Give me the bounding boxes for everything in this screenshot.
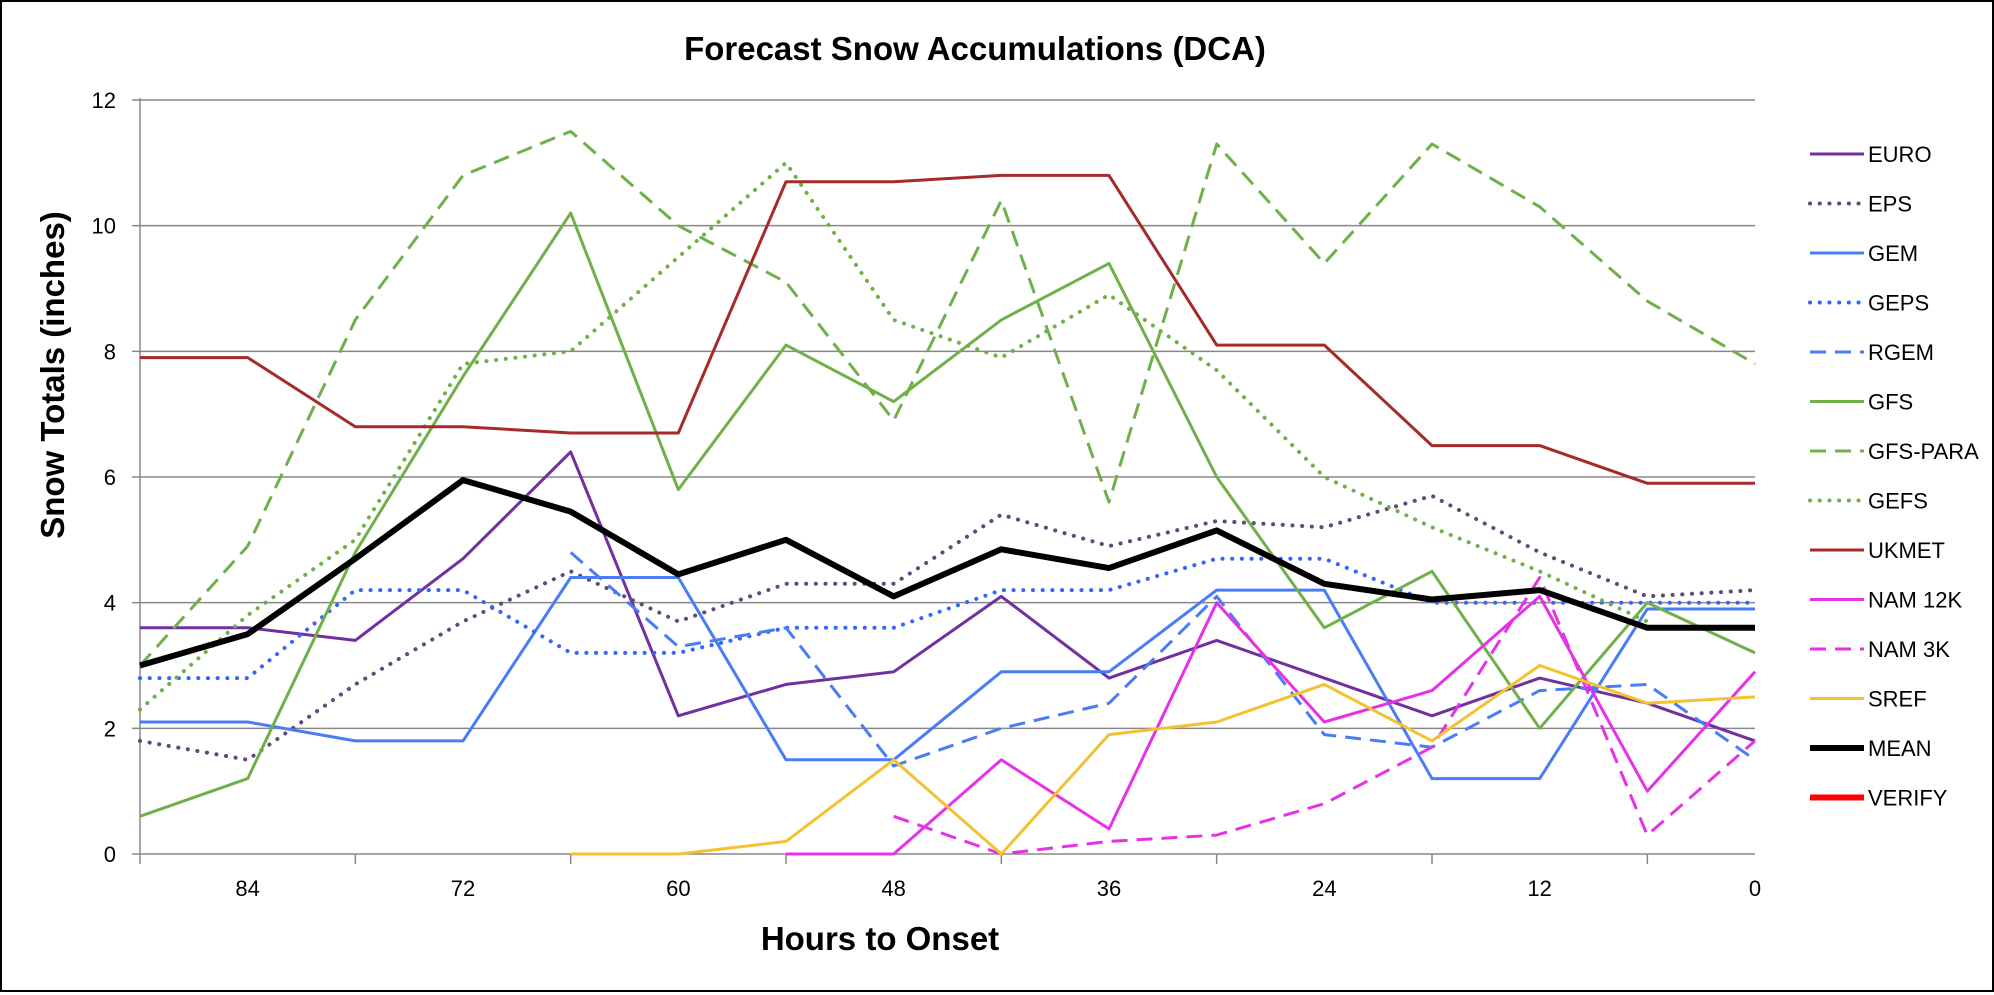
legend-label-gfs-para: GFS-PARA bbox=[1868, 439, 1979, 464]
gridlines bbox=[140, 99, 1755, 730]
axes bbox=[132, 98, 1755, 864]
legend-label-mean: MEAN bbox=[1868, 736, 1932, 761]
legend-label-gfs: GFS bbox=[1868, 390, 1913, 415]
x-tick-labels: 84 72 60 48 36 24 12 0 bbox=[235, 876, 1761, 901]
x-tick-label-0: 0 bbox=[1749, 876, 1761, 901]
series-line-nam-12k bbox=[786, 594, 1757, 856]
series-line-rgem bbox=[569, 551, 1756, 768]
series-line-gfs bbox=[139, 211, 1756, 818]
x-tick-label-84: 84 bbox=[235, 876, 259, 901]
x-tick-label-72: 72 bbox=[451, 876, 475, 901]
legend-label-sref: SREF bbox=[1868, 687, 1927, 712]
legend-label-nam-3k: NAM 3K bbox=[1868, 637, 1950, 662]
x-tick-label-60: 60 bbox=[666, 876, 690, 901]
legend-label-euro: EURO bbox=[1868, 142, 1932, 167]
series-line-eps bbox=[138, 493, 1757, 762]
legend-label-gefs: GEFS bbox=[1868, 489, 1928, 514]
legend-label-nam-12k: NAM 12K bbox=[1868, 588, 1962, 613]
series-line-euro bbox=[140, 450, 1756, 743]
series-line-gfs-para bbox=[138, 129, 1756, 667]
series-line-nam-3k bbox=[893, 576, 1756, 856]
y-tick-label-6: 6 bbox=[104, 465, 116, 490]
series-line-geps bbox=[138, 556, 1757, 681]
x-tick-label-48: 48 bbox=[881, 876, 905, 901]
y-tick-label-8: 8 bbox=[104, 339, 116, 364]
series-line-ukmet bbox=[140, 173, 1755, 485]
legend-label-verify: VERIFY bbox=[1868, 786, 1948, 811]
x-tick-label-12: 12 bbox=[1527, 876, 1551, 901]
series-line-mean bbox=[139, 477, 1755, 669]
x-tick-label-24: 24 bbox=[1312, 876, 1336, 901]
legend-label-gem: GEM bbox=[1868, 241, 1918, 266]
y-tick-label-4: 4 bbox=[104, 591, 116, 616]
legend-label-rgem: RGEM bbox=[1868, 340, 1934, 365]
chart-title: Forecast Snow Accumulations (DCA) bbox=[684, 30, 1266, 67]
series-lines bbox=[138, 129, 1757, 856]
legend-label-geps: GEPS bbox=[1868, 291, 1929, 316]
legend-label-eps: EPS bbox=[1868, 192, 1912, 217]
y-tick-label-10: 10 bbox=[92, 214, 116, 239]
x-axis-title: Hours to Onset bbox=[761, 920, 999, 957]
series-line-gem bbox=[140, 576, 1755, 781]
y-axis-title: Snow Totals (inches) bbox=[34, 211, 71, 539]
y-tick-label-0: 0 bbox=[104, 842, 116, 867]
x-tick-label-36: 36 bbox=[1097, 876, 1121, 901]
series-line-gefs bbox=[138, 160, 1650, 712]
legend-label-ukmet: UKMET bbox=[1868, 538, 1945, 563]
legend: EURO EPS GEM GEPS RGEM GFS GFS-PARA GEFS UKMET NA… bbox=[1808, 142, 1979, 811]
series-line-sref bbox=[570, 664, 1756, 856]
y-tick-label-2: 2 bbox=[104, 716, 116, 741]
y-tick-label-12: 12 bbox=[92, 88, 116, 113]
y-tick-labels: 0 2 4 6 8 10 12 bbox=[92, 88, 116, 867]
